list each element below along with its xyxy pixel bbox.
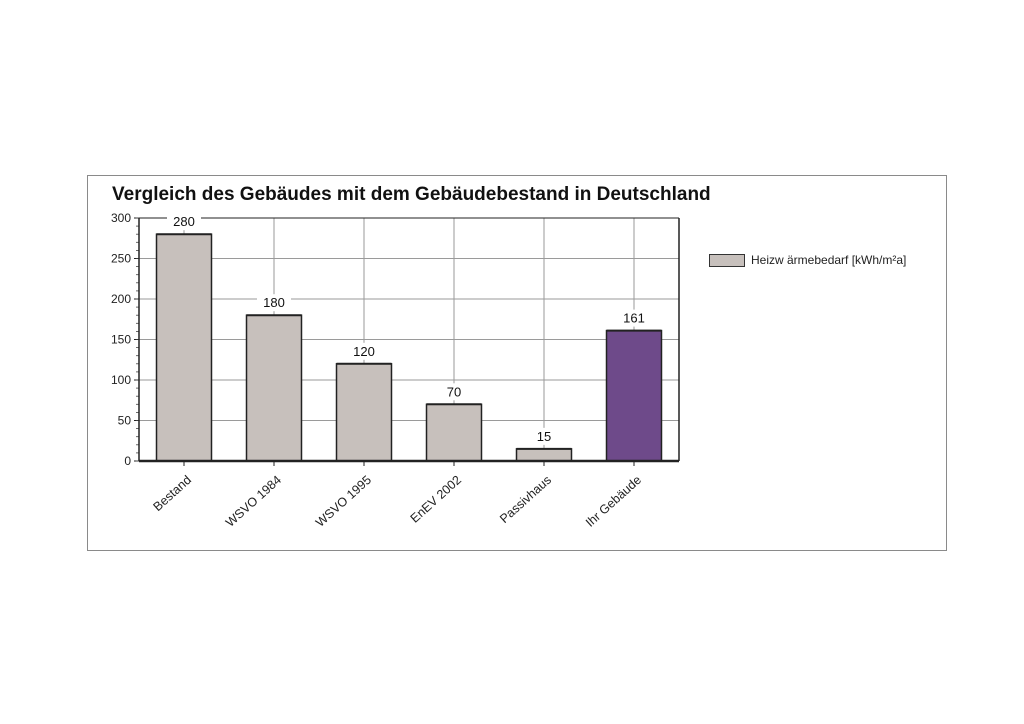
bar — [515, 448, 573, 462]
y-tick-label: 100 — [111, 373, 131, 387]
data-label-bg — [347, 342, 381, 360]
y-tick-label: 200 — [111, 292, 131, 306]
x-tick-label: Bestand — [151, 473, 194, 514]
x-tick-label: Ihr Gebäude — [583, 473, 644, 530]
data-label-bg — [437, 383, 471, 401]
data-label: 15 — [537, 429, 551, 444]
data-label-bg — [527, 427, 561, 445]
bar — [245, 314, 303, 462]
data-label: 280 — [173, 214, 195, 229]
y-tick-label: 50 — [118, 414, 132, 428]
bar — [425, 403, 483, 462]
legend-label: Heizw ärmebedarf [kWh/m²a] — [751, 253, 907, 267]
data-label-bg — [257, 294, 291, 312]
legend: Heizw ärmebedarf [kWh/m²a] — [709, 253, 906, 267]
legend-swatch — [709, 253, 745, 267]
data-label-bg — [167, 213, 201, 231]
bar — [155, 233, 213, 462]
y-tick-label: 300 — [111, 211, 131, 225]
data-label: 120 — [353, 344, 375, 359]
chart-title: Vergleich des Gebäudes mit dem Gebäudebe… — [112, 184, 711, 205]
x-tick-label: EnEV 2002 — [408, 473, 464, 526]
y-tick-label: 0 — [124, 454, 131, 468]
y-tick-label: 150 — [111, 333, 131, 347]
data-label: 180 — [263, 295, 285, 310]
data-label: 161 — [623, 311, 645, 326]
x-tick-label: Passivhaus — [497, 473, 554, 526]
bar — [335, 363, 393, 462]
y-tick-label: 250 — [111, 252, 131, 266]
data-label-bg — [617, 309, 651, 327]
x-tick-label: WSVO 1995 — [313, 473, 374, 530]
bar — [605, 329, 663, 462]
data-label: 70 — [447, 384, 461, 399]
x-tick-label: WSVO 1984 — [223, 473, 284, 530]
